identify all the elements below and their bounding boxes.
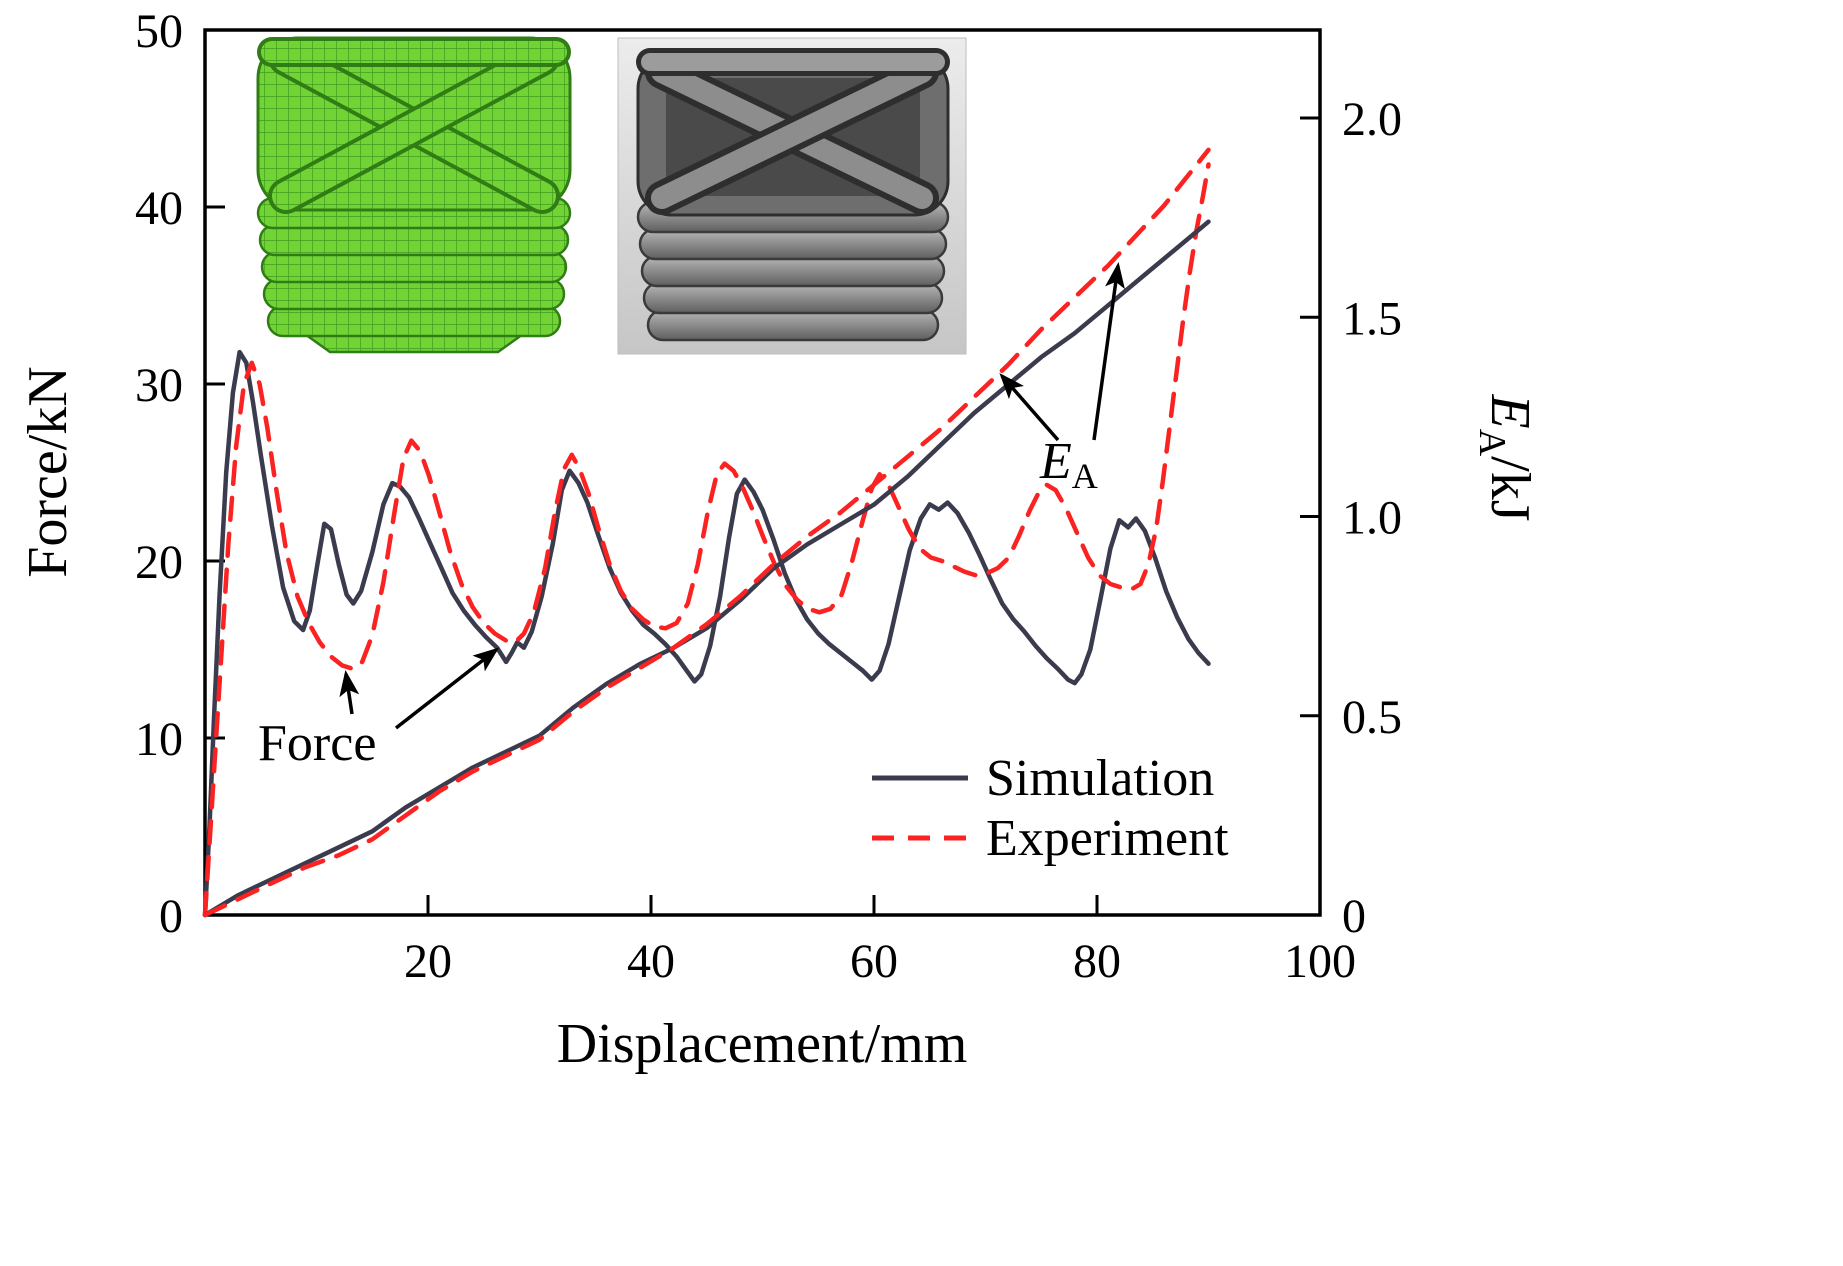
y-right-tick-label: 0.5 [1342, 691, 1402, 744]
series-experiment-ea [202, 147, 1211, 918]
y-right-tick-label: 1.5 [1342, 292, 1402, 345]
y-axis-right-label: EA/kJ [1471, 393, 1541, 521]
x-axis-label: Displacement/mm [557, 1013, 968, 1075]
y-left-tick-label: 50 [135, 5, 183, 58]
plot-border [203, 28, 1322, 917]
chart-series [202, 147, 1211, 918]
y-left-tick-label: 30 [135, 359, 183, 412]
series-simulation-force [202, 349, 1211, 918]
y-left-tick-label: 40 [135, 182, 183, 235]
y-right-tick-label: 0 [1342, 890, 1366, 943]
ea-annotation-label: EA [1039, 433, 1098, 496]
x-tick-label: 40 [627, 935, 675, 988]
y-left-tick-label: 10 [135, 713, 183, 766]
x-tick-label: 100 [1284, 935, 1356, 988]
y-right-tick-label: 2.0 [1342, 93, 1402, 146]
ea-arrow-left [999, 372, 1060, 442]
series-experiment-force [202, 162, 1211, 918]
ea-arrow-right [1092, 262, 1125, 441]
legend-label-simulation: Simulation [986, 750, 1214, 807]
force-annotation-label: Force [258, 715, 376, 772]
x-tick-label: 20 [404, 935, 452, 988]
y-right-tick-label: 1.0 [1342, 492, 1402, 545]
y-left-tick-label: 0 [159, 890, 183, 943]
legend-label-experiment: Experiment [986, 810, 1229, 867]
y-axis-left-label: Force/kN [17, 366, 79, 578]
force-arrow-left [339, 670, 360, 715]
series-simulation-ea [202, 219, 1211, 918]
legend: Simulation Experiment [872, 750, 1229, 867]
simulation-mesh-inset [256, 36, 572, 354]
annotations: Force EA [258, 262, 1125, 772]
y-left-tick-label: 20 [135, 536, 183, 589]
force-arrow-right [394, 647, 500, 730]
axis-ticks [205, 28, 1322, 917]
x-tick-label: 80 [1073, 935, 1121, 988]
x-tick-label: 60 [850, 935, 898, 988]
specimen-photo-inset [617, 37, 967, 355]
